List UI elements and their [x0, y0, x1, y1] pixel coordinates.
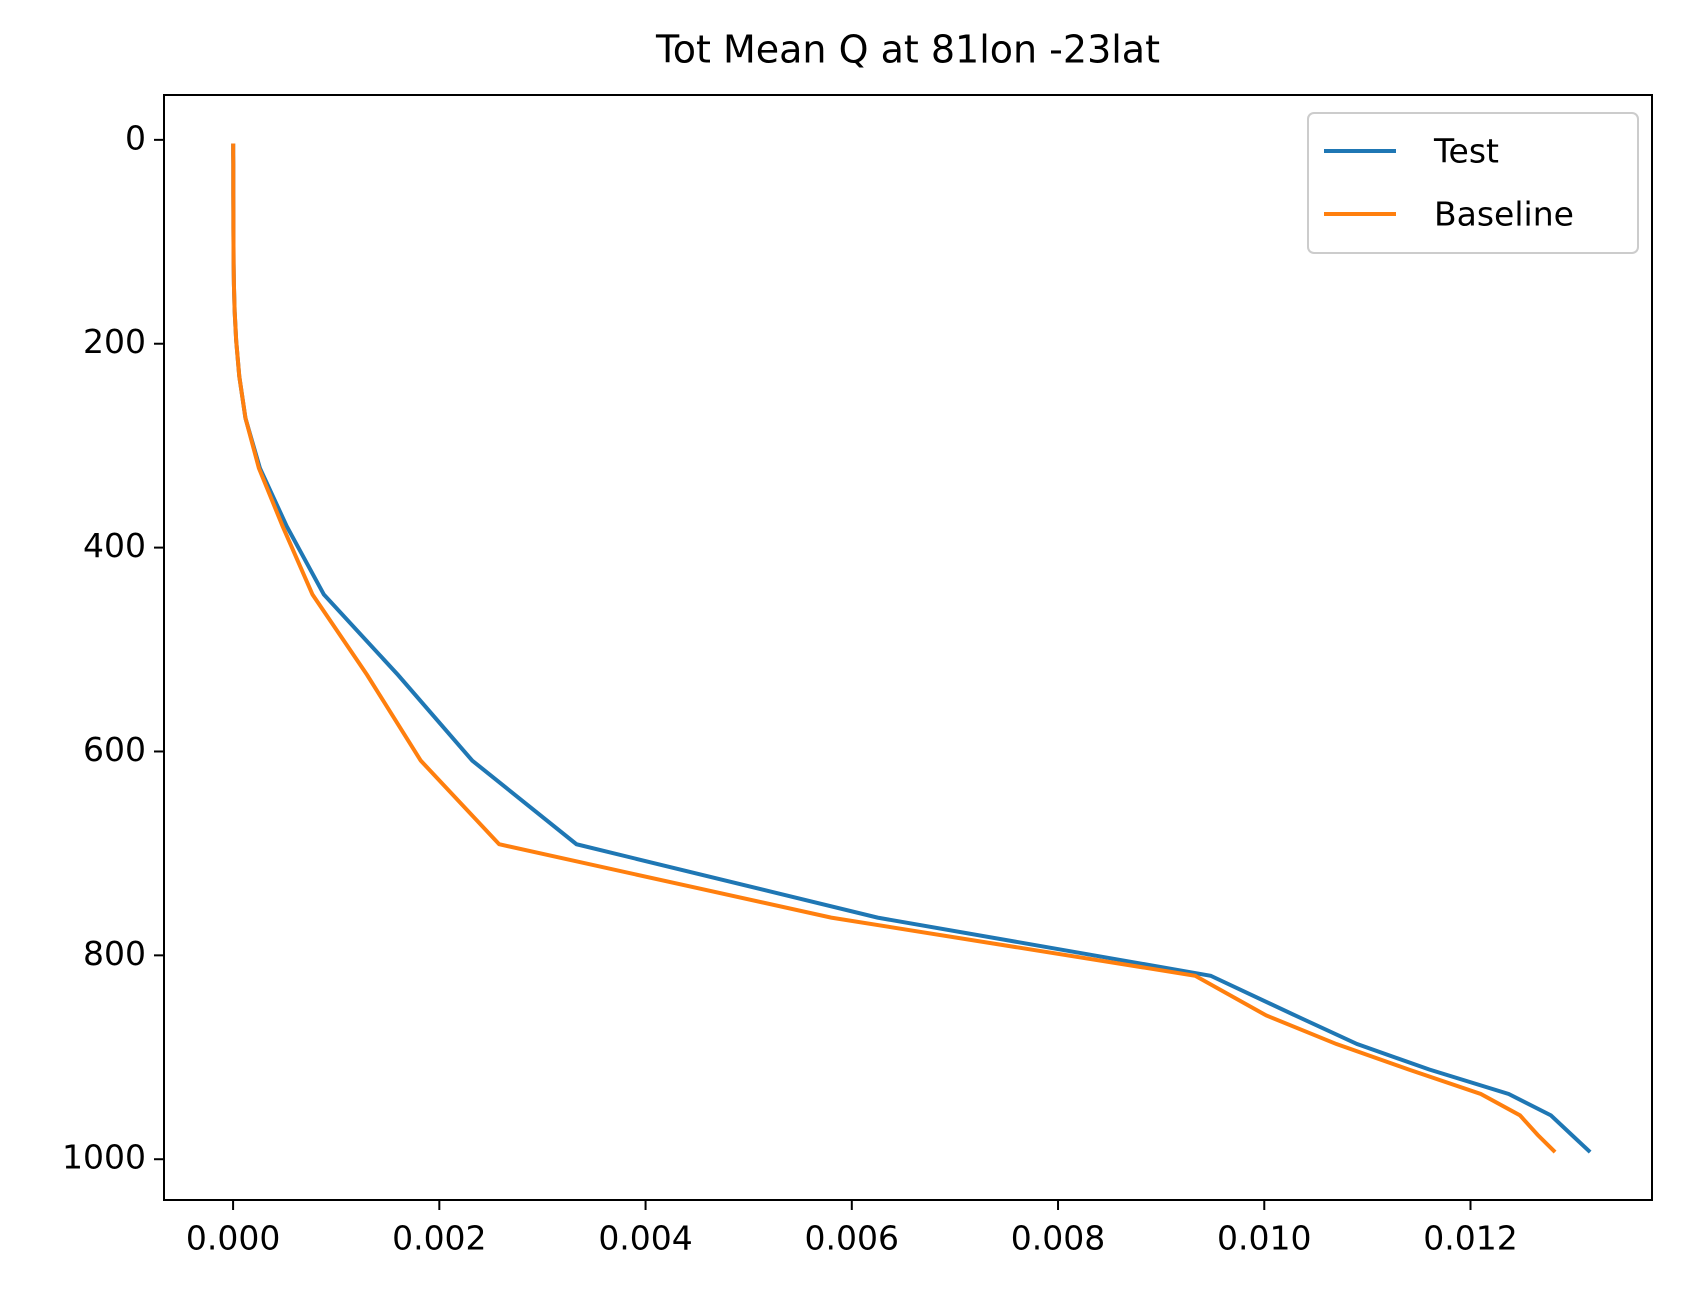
y-tick-label: 800	[83, 934, 146, 973]
x-tick-label: 0.004	[598, 1219, 692, 1258]
x-tick-label: 0.008	[1011, 1219, 1105, 1258]
legend-label: Test	[1433, 132, 1499, 171]
legend-box	[1307, 112, 1639, 254]
legend-label: Baseline	[1434, 195, 1574, 234]
y-tick-label: 600	[83, 730, 146, 769]
series-line	[231, 143, 1592, 1154]
y-tick-label: 1000	[62, 1138, 146, 1177]
y-tick-label: 400	[83, 526, 146, 565]
chart-title: Tot Mean Q at 81lon -23lat	[655, 28, 1160, 72]
x-tick-label: 0.000	[186, 1219, 280, 1258]
y-tick-label: 200	[83, 322, 146, 361]
series-line	[231, 143, 1557, 1154]
x-tick-label: 0.002	[392, 1219, 486, 1258]
y-tick-label: 0	[125, 118, 146, 157]
x-tick-label: 0.012	[1423, 1219, 1517, 1258]
x-tick-label: 0.010	[1217, 1219, 1311, 1258]
x-tick-label: 0.006	[805, 1219, 899, 1258]
plot-frame	[163, 94, 1653, 1201]
